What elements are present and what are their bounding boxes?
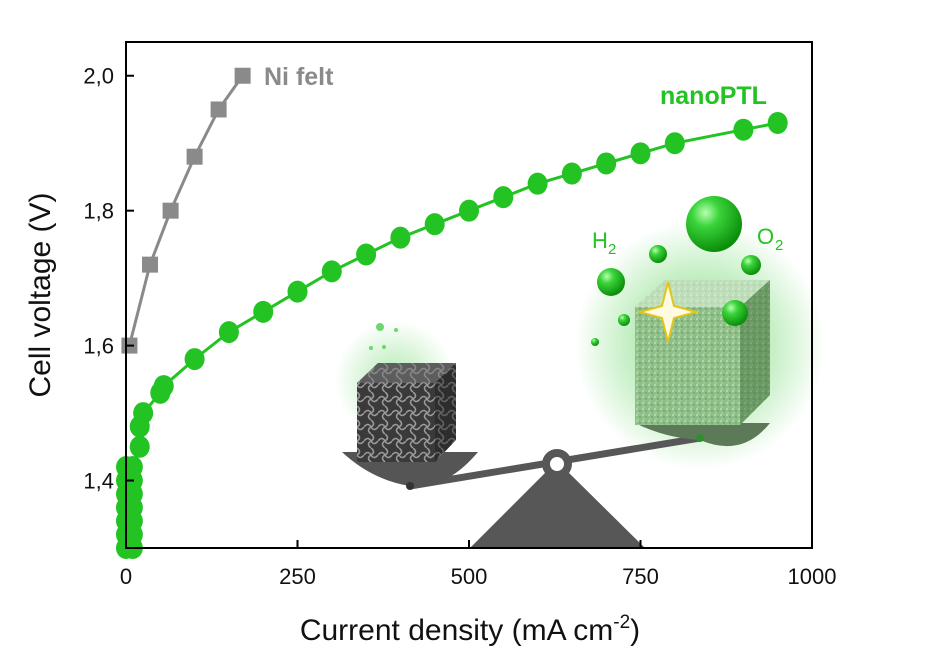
data-point <box>767 111 788 134</box>
x-tick-label: 1000 <box>788 564 837 589</box>
y-tick-label: 1,4 <box>83 469 114 494</box>
series-label-nanoptl: nanoPTL <box>660 82 767 110</box>
series-label-ni-felt: Ni felt <box>264 63 334 91</box>
x-axis-title-end: ) <box>630 614 640 647</box>
data-point <box>210 101 227 118</box>
data-point <box>153 375 174 398</box>
data-point <box>287 280 308 303</box>
h2-text: H <box>592 228 608 253</box>
h2-label: H 2 <box>592 228 616 258</box>
data-point <box>527 172 548 195</box>
series-ni-felt <box>121 67 251 354</box>
o2-label: O 2 <box>757 224 783 254</box>
x-axis-title-main: Current density (mA cm <box>300 614 613 647</box>
x-tick-label: 0 <box>120 564 132 589</box>
data-point <box>733 118 754 141</box>
data-point <box>133 402 154 425</box>
y-axis-title: Cell voltage (V) <box>24 192 57 397</box>
data-point <box>162 202 179 219</box>
o2-subscript: 2 <box>775 237 783 254</box>
data-point <box>459 199 479 222</box>
data-point <box>321 260 342 283</box>
data-point <box>129 435 150 458</box>
axes: 0 250 500 750 1000 1,4 1,6 1,8 2,0 <box>83 64 836 589</box>
h2-subscript: 2 <box>608 241 616 258</box>
balance-scale-icon <box>342 423 770 548</box>
y-tick-label: 1,8 <box>83 199 114 224</box>
data-point <box>424 213 445 236</box>
data-point <box>664 132 685 155</box>
data-point <box>493 186 514 209</box>
data-point <box>218 321 239 344</box>
data-point <box>234 67 251 84</box>
y-tick-label: 2,0 <box>83 64 114 89</box>
porous-cube-icon <box>357 323 456 462</box>
x-axis-title: Current density (mA cm-2) <box>300 612 640 647</box>
data-point <box>142 256 159 273</box>
data-point <box>390 226 411 249</box>
x-axis-title-superscript: -2 <box>613 612 630 633</box>
data-point <box>596 152 617 175</box>
x-tick-label: 750 <box>622 564 659 589</box>
data-point <box>356 243 377 266</box>
y-tick-label: 1,6 <box>83 334 114 359</box>
o2-text: O <box>757 224 774 249</box>
x-tick-label: 500 <box>451 564 488 589</box>
gas-bubbles-icon <box>591 196 761 346</box>
sparkle-icon <box>636 281 700 343</box>
data-point <box>561 162 582 185</box>
illustration: H 2 O 2 <box>335 196 825 548</box>
data-point <box>184 348 205 371</box>
nanoptl-cube-icon <box>635 280 770 425</box>
data-point <box>186 148 203 165</box>
data-point <box>630 142 651 165</box>
data-point <box>122 456 143 479</box>
data-point <box>253 300 274 323</box>
x-tick-label: 250 <box>279 564 316 589</box>
